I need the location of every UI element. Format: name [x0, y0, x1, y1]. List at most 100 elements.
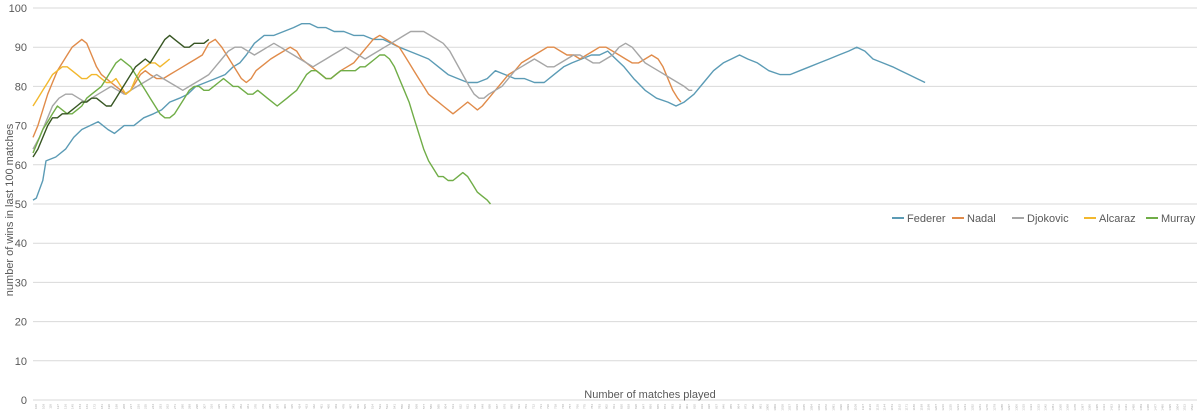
legend-label-alcaraz: Alcaraz	[1099, 213, 1136, 225]
x-tick-label: 1369	[1066, 404, 1070, 411]
x-tick-label: 1198	[927, 404, 931, 411]
x-tick-label: 1054	[810, 404, 814, 411]
x-tick-label: 946	[722, 404, 726, 409]
x-tick-label: 1009	[773, 404, 777, 411]
x-tick-label: 1405	[1095, 404, 1099, 411]
x-tick-label: 1324	[1029, 404, 1033, 411]
x-tick-label: 307	[202, 404, 206, 409]
x-tick-label: 1072	[824, 404, 828, 411]
y-tick-label: 10	[15, 356, 27, 368]
x-tick-label: 487	[349, 404, 353, 409]
x-tick-label: 703	[524, 404, 528, 409]
x-tick-label: 271	[173, 404, 177, 409]
series-line-djokovic	[32, 30, 693, 150]
x-tick-label: 649	[480, 404, 484, 409]
x-tick-label: 604	[444, 404, 448, 409]
x-tick-label: 910	[692, 404, 696, 409]
y-tick-label: 80	[15, 81, 27, 93]
x-tick-label: 982	[751, 404, 755, 409]
x-tick-label: 1036	[795, 404, 799, 411]
x-tick-label: 424	[297, 404, 301, 409]
series-line-federer	[32, 23, 926, 201]
x-tick-label: 1189	[919, 404, 923, 411]
x-tick-label: 838	[634, 404, 638, 409]
x-tick-label: 1414	[1102, 404, 1106, 411]
x-tick-label: 1225	[949, 404, 953, 411]
x-tick-label: 901	[685, 404, 689, 409]
x-tick-label: 1459	[1139, 404, 1143, 411]
x-tick-label: 370	[253, 404, 257, 409]
legend-label-djokovic: Djokovic	[1027, 213, 1069, 225]
x-tick-label: 1270	[985, 404, 989, 411]
x-tick-label: 523	[378, 404, 382, 409]
x-tick-label: 640	[473, 404, 477, 409]
x-tick-label: 280	[180, 404, 184, 409]
x-tick-label: 406	[283, 404, 287, 409]
x-tick-label: 1306	[1014, 404, 1018, 411]
x-tick-label: 208	[122, 404, 126, 409]
x-tick-label: 496	[356, 404, 360, 409]
x-tick-label: 1027	[788, 404, 792, 411]
x-tick-label: 1279	[992, 404, 996, 411]
x-tick-label: 1261	[978, 404, 982, 411]
x-tick-label: 568	[414, 404, 418, 409]
x-tick-label: 442	[312, 404, 316, 409]
series-line-alcaraz	[32, 58, 171, 107]
x-tick-label: 1477	[1153, 404, 1157, 411]
x-tick-label: 181	[100, 404, 104, 409]
legend-label-murray: Murray	[1161, 213, 1196, 225]
x-tick-label: 685	[510, 404, 514, 409]
x-tick-label: 415	[290, 404, 294, 409]
y-tick-label: 50	[15, 199, 27, 211]
x-tick-label: 451	[319, 404, 323, 409]
x-tick-label: 352	[239, 404, 243, 409]
x-tick-label: 118	[49, 404, 53, 409]
x-tick-label: 172	[93, 404, 97, 409]
x-tick-label: 109	[41, 404, 45, 409]
x-tick-label: 505	[363, 404, 367, 409]
x-tick-label: 631	[466, 404, 470, 409]
x-tick-label: 541	[393, 404, 397, 409]
x-tick-label: 1243	[963, 404, 967, 411]
x-tick-label: 262	[166, 404, 170, 409]
x-tick-label: 1000	[766, 404, 770, 411]
x-tick-label: 1315	[1022, 404, 1026, 411]
x-tick-label: 694	[517, 404, 521, 409]
x-tick-label: 721	[539, 404, 543, 409]
x-tick-label: 730	[546, 404, 550, 409]
x-tick-label: 847	[641, 404, 645, 409]
x-tick-label: 460	[327, 404, 331, 409]
x-tick-label: 433	[305, 404, 309, 409]
x-tick-label: 154	[78, 404, 82, 409]
x-tick-label: 217	[129, 404, 133, 409]
x-tick-label: 1468	[1146, 404, 1150, 411]
y-tick-label: 0	[21, 395, 27, 407]
x-tick-label: 1099	[846, 404, 850, 411]
x-tick-label: 235	[144, 404, 148, 409]
series-lines	[32, 23, 926, 205]
x-tick-label: 955	[729, 404, 733, 409]
x-tick-label: 361	[246, 404, 250, 409]
x-tick-label: 559	[407, 404, 411, 409]
x-tick-label: 379	[261, 404, 265, 409]
x-tick-label: 1351	[1051, 404, 1055, 411]
x-tick-label: 973	[744, 404, 748, 409]
x-tick-label: 199	[114, 404, 118, 409]
x-tick-label: 163	[85, 404, 89, 409]
x-tick-label: 793	[597, 404, 601, 409]
x-tick-label: 748	[561, 404, 565, 409]
gridlines	[33, 7, 1197, 401]
x-axis-tick-labels: 100 109 118 127 136 145 154 163 172 181 190 199 208 2…	[34, 404, 1194, 411]
x-tick-label: 532	[385, 404, 389, 409]
x-tick-label: 1441	[1124, 404, 1128, 411]
x-tick-label: 1432	[1117, 404, 1121, 411]
x-tick-label: 784	[590, 404, 594, 409]
x-tick-label: 1108	[853, 404, 857, 411]
x-tick-label: 145	[71, 404, 75, 409]
series-line-murray	[32, 54, 492, 205]
x-tick-label: 928	[707, 404, 711, 409]
series-line-sinner	[32, 34, 210, 158]
x-tick-label: 343	[232, 404, 236, 409]
x-tick-label: 127	[56, 404, 60, 409]
x-tick-label: 1513	[1183, 404, 1187, 411]
